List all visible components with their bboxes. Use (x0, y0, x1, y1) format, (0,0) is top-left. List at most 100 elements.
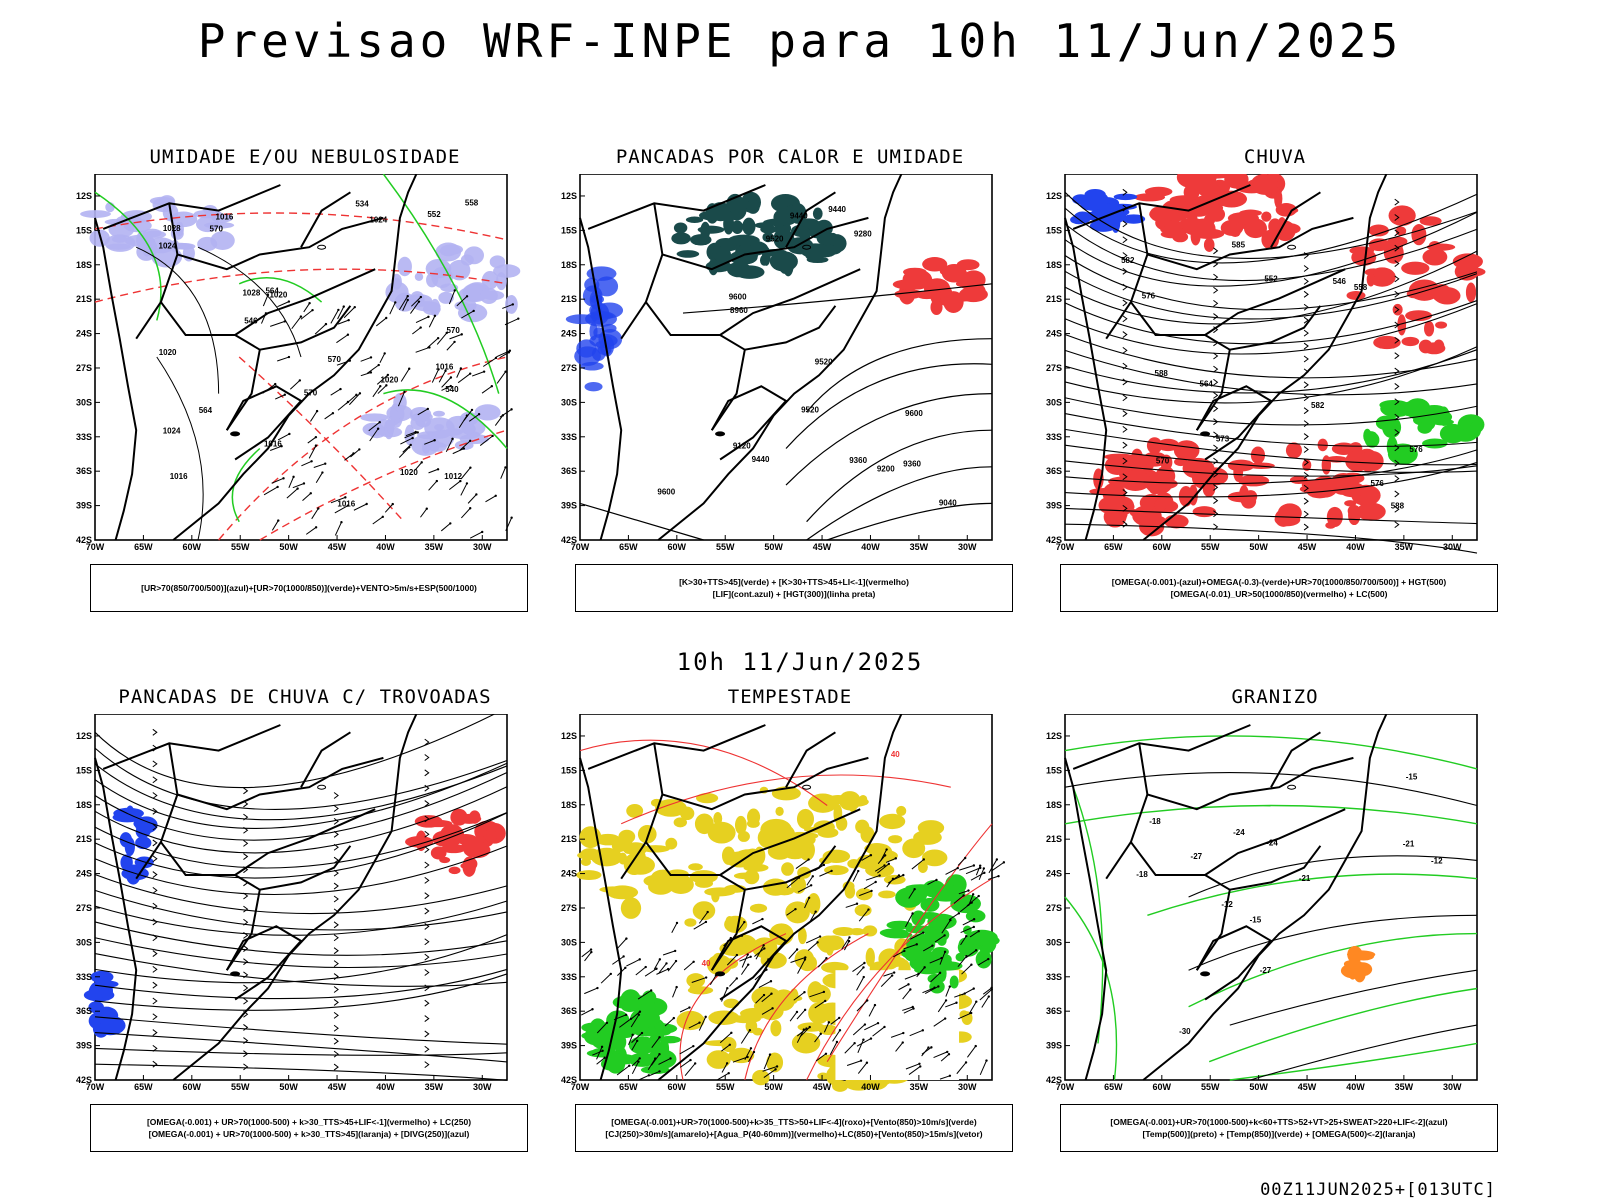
panel-legend: [OMEGA(-0.001)+UR>70(1000-500)+k>35_TTS>… (575, 1104, 1013, 1152)
contour-label: 1020 (159, 348, 177, 357)
lat-tick-label: 18S (561, 800, 577, 810)
lon-tick-label: 55W (716, 1082, 735, 1092)
lon-tick-label: 70W (1056, 1082, 1075, 1092)
lat-tick-label: 18S (76, 260, 92, 270)
contour-label: -15 (1250, 915, 1262, 924)
lat-tick-label: 33S (1046, 972, 1062, 982)
contour-label: 1024 (159, 242, 177, 251)
contour-label: 576 (1371, 479, 1385, 488)
lat-tick-label: 18S (1046, 800, 1062, 810)
lat-tick-label: 24S (1046, 329, 1062, 339)
lon-tick-label: 60W (1153, 1082, 1172, 1092)
contour-label: 558 (1354, 283, 1368, 292)
panel-granizo: GRANIZO -12 -15 -18 -21 -24 -27 -30 -15 -18 -12 -27… (1030, 686, 1520, 1186)
contour-label: 564 (199, 406, 213, 415)
coastline-borders (1064, 714, 1388, 1081)
lat-tick-label: 15S (1046, 765, 1062, 775)
contour-label: 1020 (380, 376, 398, 385)
lon-tick-label: 60W (668, 542, 687, 552)
lon-tick-label: 45W (1298, 542, 1317, 552)
lat-tick-label: 24S (76, 869, 92, 879)
panel-title: GRANIZO (1231, 686, 1319, 708)
panel-pancadas-calor: PANCADAS POR CALOR E UMIDADE 9600 9600 9520… (545, 146, 1035, 646)
field-shading (80, 195, 235, 268)
contour-label: 585 (1232, 240, 1246, 249)
lon-tick-label: 50W (279, 1082, 298, 1092)
lat-tick-label: 15S (561, 225, 577, 235)
contour-label: 1024 (163, 427, 181, 436)
lon-tick-label: 70W (571, 1082, 590, 1092)
lat-tick-label: 42S (76, 1075, 92, 1085)
coastline-borders (579, 174, 903, 541)
lat-tick-label: 30S (76, 937, 92, 947)
contour-label: 8960 (730, 306, 748, 315)
contour-label: 576 (1142, 292, 1156, 301)
lat-tick-label: 30S (561, 937, 577, 947)
contour-label: 9440 (828, 205, 846, 214)
coastline-borders (1064, 174, 1388, 541)
contour-label: -24 (1266, 838, 1278, 847)
panel-title: CHUVA (1243, 146, 1307, 168)
contour-label: 552 (1264, 274, 1278, 283)
lon-tick-label: 60W (183, 542, 202, 552)
field-shading (1363, 398, 1485, 465)
lon-tick-label: 40W (1346, 1082, 1365, 1092)
panel-legend: [UR>70(850/700/500)](azul)+[UR>70(1000/8… (90, 564, 528, 612)
lon-tick-label: 35W (425, 542, 444, 552)
contour-label: 9200 (877, 464, 895, 473)
legend-line: [UR>70(850/700/500)](azul)+[UR>70(1000/8… (141, 583, 477, 593)
lat-tick-label: 21S (1046, 834, 1062, 844)
lat-tick-label: 42S (561, 535, 577, 545)
lon-tick-label: 35W (910, 542, 929, 552)
isolines (94, 212, 508, 541)
wind-vectors (786, 848, 1006, 1080)
contour-label: 564 (1200, 380, 1214, 389)
run-timestamp: 00Z11JUN2025+[013UTC] (1260, 1180, 1496, 1200)
lat-tick-label: 42S (76, 535, 92, 545)
lat-tick-label: 21S (76, 294, 92, 304)
lon-tick-label: 70W (571, 542, 590, 552)
legend-line: [LIF](cont.azul) + [HGT(300)](linha pret… (712, 589, 876, 599)
legend-line: [OMEGA(-0.001)-(azul)+OMEGA(-0.3)-(verde… (1111, 577, 1447, 587)
contour-label: 9600 (657, 487, 675, 496)
lon-tick-label: 45W (1298, 1082, 1317, 1092)
contour-label: -15 (1406, 772, 1418, 781)
contour-label: -12 (1431, 857, 1443, 866)
legend-line: [OMEGA(-0.001)+UR>70(1000-500)+k>35_TTS>… (611, 1117, 977, 1127)
lat-tick-label: 15S (76, 225, 92, 235)
field-shading (1340, 945, 1376, 983)
contour-label: -27 (1191, 852, 1203, 861)
lon-tick-label: 70W (86, 1082, 105, 1092)
contour-label: 570 (446, 326, 460, 335)
lon-tick-label: 60W (183, 1082, 202, 1092)
legend-line: [CJ(250)>30m/s](amarelo)+[Agua_P(40-60mm… (605, 1129, 983, 1139)
lon-tick-label: 40W (861, 542, 880, 552)
lat-tick-label: 21S (1046, 294, 1062, 304)
contour-label: 588 (1155, 369, 1169, 378)
legend-line: [OMEGA(-0.01)_UR>50(1000/850)(vermelho) … (1170, 589, 1388, 599)
lat-tick-label: 36S (561, 466, 577, 476)
legend-line: [K>30+TTS>45](verde) + [K>30+TTS>45+LI<-… (679, 577, 909, 587)
lat-tick-label: 39S (561, 1041, 577, 1051)
legend-line: [OMEGA(-0.001) + UR>70(1000-500) + k>30_… (146, 1117, 472, 1127)
contour-label: 540 (445, 385, 459, 394)
lon-tick-label: 65W (619, 542, 638, 552)
contour-label: 1028 (163, 224, 181, 233)
contour-label: 570 (328, 355, 342, 364)
field-shading (879, 874, 1000, 994)
map-canvas: 9600960095209520952094409360928092009120… (561, 174, 993, 552)
lat-tick-label: 42S (561, 1075, 577, 1085)
contour-label: 40 (702, 959, 711, 968)
contour-label: 546 (1333, 277, 1347, 286)
lon-tick-label: 65W (134, 1082, 153, 1092)
contour-label: -27 (1260, 966, 1272, 975)
contour-label: 9440 (752, 455, 770, 464)
lat-tick-label: 36S (76, 466, 92, 476)
wind-vectors (581, 910, 779, 1081)
contour-label: 1020 (400, 468, 418, 477)
contour-label: 9040 (939, 499, 957, 508)
lat-tick-label: 15S (76, 765, 92, 775)
panel-title: TEMPESTADE (727, 686, 853, 708)
lat-tick-label: 30S (76, 397, 92, 407)
panel-umidade: UMIDADE E/OU NEBULOSIDADE 1020 1016 1016 101… (60, 146, 550, 646)
